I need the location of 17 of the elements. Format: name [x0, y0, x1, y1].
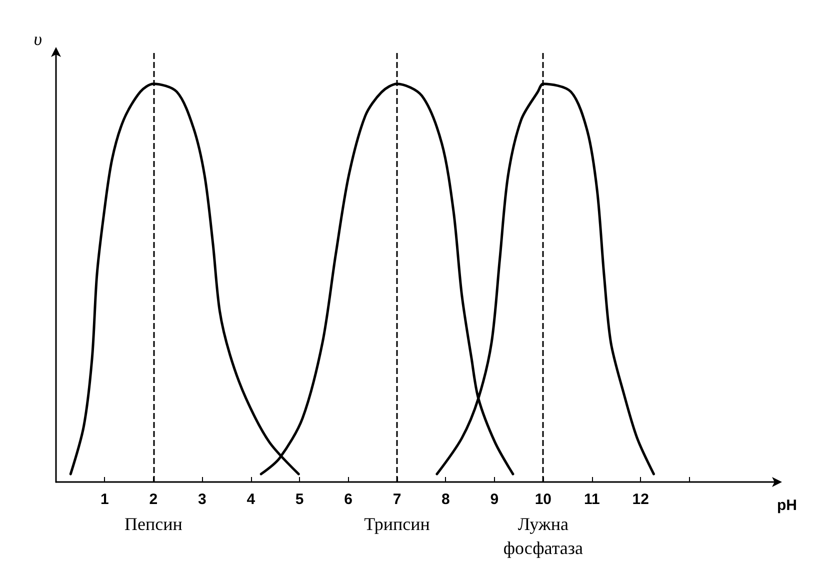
ref-line-label: Пепсин	[124, 514, 183, 534]
ref-line-label: Трипсин	[364, 514, 430, 534]
x-tick-label: 4	[246, 491, 256, 508]
x-tick-label: 8	[442, 491, 450, 508]
x-tick-label: 2	[149, 491, 158, 508]
y-axis-title: υ	[34, 29, 42, 49]
x-tick-label: 11	[584, 491, 600, 508]
ref-line-label: Лужна фосфатаза	[503, 514, 584, 558]
x-tick-label: 3	[198, 491, 206, 508]
x-tick-label: 7	[392, 491, 402, 508]
x-tick-label: 9	[490, 491, 499, 508]
x-axis-title: pH	[777, 497, 797, 514]
x-tick-label: 6	[344, 491, 352, 508]
x-tick-label: 12	[632, 491, 649, 508]
x-tick-label: 5	[295, 491, 304, 508]
x-tick-label: 10	[534, 491, 552, 508]
x-tick-label: 1	[100, 491, 109, 508]
